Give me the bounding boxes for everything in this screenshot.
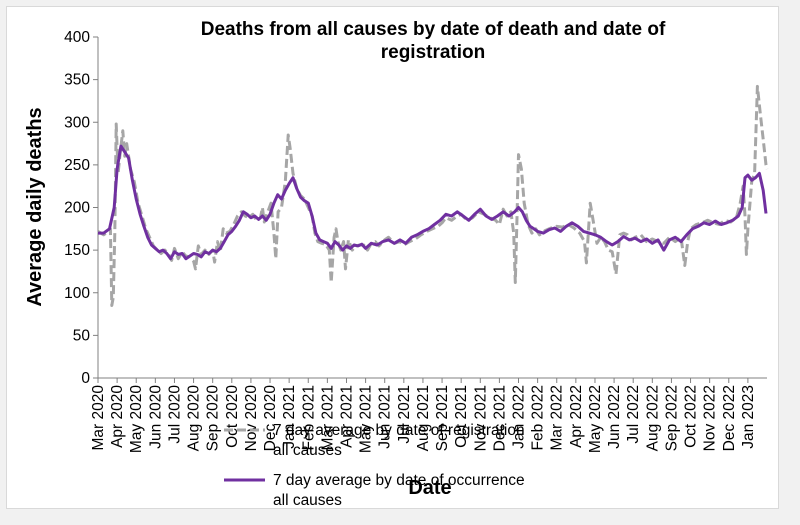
x-tick-label: Apr 2020 — [109, 385, 126, 448]
chart-container: Deaths from all causes by date of death … — [6, 6, 779, 509]
x-tick-label: Aug 2021 — [415, 385, 432, 451]
x-tick-label: Nov 2021 — [472, 385, 489, 451]
y-tick-label: 400 — [64, 29, 90, 46]
x-tick-label: Dec 2021 — [491, 385, 508, 451]
x-tick-label: Mar 2020 — [90, 385, 107, 451]
x-tick-label: Jun 2021 — [377, 385, 394, 449]
x-tick-label: Jul 2020 — [166, 385, 183, 444]
x-tick-label: Aug 2020 — [186, 385, 203, 452]
x-tick-label: Feb 2022 — [530, 385, 547, 451]
y-axis-label: Average daily deaths — [24, 107, 46, 306]
x-tick-label: Sep 2021 — [434, 385, 451, 451]
x-tick-label: Sep 2022 — [663, 385, 680, 451]
x-tick-label: Oct 2022 — [683, 385, 700, 448]
series-line-occurrence — [98, 144, 768, 261]
x-tick-label: Mar 2021 — [319, 385, 336, 450]
x-tick-label: Jun 2020 — [147, 385, 164, 449]
y-axis: 0 50 100 150 200 250 300 350 400 — [64, 29, 99, 387]
y-tick-label: 150 — [64, 242, 90, 259]
x-tick-label: Oct 2020 — [224, 385, 241, 448]
x-tick-label: Jul 2021 — [396, 385, 413, 444]
x-tick-label: Jan 2022 — [511, 385, 528, 449]
y-tick-label: 100 — [64, 285, 90, 302]
chart-svg: Deaths from all causes by date of death … — [24, 19, 769, 508]
x-tick-label: May 2020 — [128, 385, 145, 453]
y-tick-label: 300 — [64, 114, 90, 131]
chart-title-line-2: registration — [381, 42, 486, 63]
x-tick-label: Jan 2021 — [281, 385, 298, 449]
x-tick-label: Jun 2022 — [606, 385, 623, 449]
x-tick-label: Jul 2022 — [625, 385, 642, 444]
x-tick-label: Jan 2023 — [740, 385, 757, 449]
y-tick-label: 0 — [81, 370, 90, 387]
x-tick-label: Apr 2022 — [568, 385, 585, 448]
legend-label: 7 day average by date of registration — [273, 422, 525, 439]
series-layer — [97, 84, 769, 307]
x-tick-label: Sep 2020 — [205, 385, 222, 452]
x-tick-label: Mar 2022 — [549, 385, 566, 450]
y-tick-label: 50 — [73, 327, 91, 344]
legend-label: 7 day average by date of occurrence — [273, 472, 525, 489]
legend-label: all causes — [273, 442, 342, 459]
x-tick-label: Dec 2022 — [721, 385, 738, 451]
y-tick-label: 200 — [64, 200, 90, 217]
x-tick-label: Nov 2022 — [702, 385, 719, 451]
x-tick-label: Oct 2021 — [453, 385, 470, 448]
x-axis-label: Date — [408, 477, 451, 499]
x-tick-label: May 2021 — [358, 385, 375, 453]
x-tick-label: Apr 2021 — [338, 385, 355, 448]
y-tick-label: 350 — [64, 72, 90, 89]
x-axis: Mar 2020 Apr 2020 May 2020 Jun 2020 Jul 2020… — [90, 377, 767, 453]
legend-label: all causes — [273, 492, 342, 508]
legend: 7 day average by date of registration all… — [224, 422, 525, 508]
chart-title-line-1: Deaths from all causes by date of death … — [201, 19, 666, 40]
x-tick-label: Dec 2020 — [262, 385, 279, 452]
x-tick-label: Nov 2020 — [243, 385, 260, 452]
x-tick-label: Feb 2021 — [300, 385, 317, 451]
y-tick-label: 250 — [64, 157, 90, 174]
series-line-registration — [97, 84, 769, 307]
x-tick-label: Aug 2022 — [644, 385, 661, 451]
x-tick-label: May 2022 — [587, 385, 604, 453]
